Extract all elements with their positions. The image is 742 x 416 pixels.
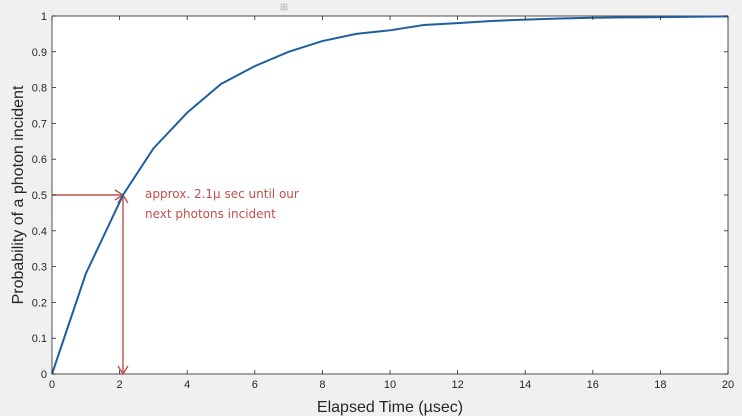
x-tick-label: 2 [117,379,123,391]
y-tick-label: 0.4 [32,226,47,238]
y-tick-label: 0.6 [32,154,47,166]
y-axis: 0 0.1 0.2 0.3 0.4 0.5 0.6 0.7 0.8 0.9 1 [32,11,728,381]
y-tick-label: 0.3 [32,262,47,274]
x-tick-label: 6 [252,379,258,391]
figure-toolbar-icon[interactable]: ⊞ [280,2,288,13]
annotation-text-line-2: next photons incident [145,207,276,221]
x-tick-label: 0 [49,379,55,391]
x-tick-label: 8 [319,379,325,391]
x-tick-label: 20 [722,379,734,391]
series-line [51,15,729,375]
y-tick-label: 0.2 [32,297,47,309]
x-tick-label: 12 [451,379,463,391]
x-tick-label: 18 [654,379,666,391]
y-tick-label: 0.1 [32,333,47,345]
y-tick-label: 1 [41,11,47,23]
x-tick-label: 4 [184,379,190,391]
y-tick-label: 0.7 [32,118,47,130]
x-tick-label: 16 [587,379,599,391]
annotation-text-line-1: approx. 2.1µ sec until our [145,187,299,201]
y-tick-label: 0.8 [32,83,47,95]
x-axis-label: Elapsed Time (µsec) [317,399,463,416]
y-tick-label: 0.5 [32,190,47,202]
x-tick-label: 10 [384,379,396,391]
y-tick-label: 0.9 [32,47,47,59]
plot-area [51,15,729,375]
x-axis: 0 2 4 6 8 10 12 14 16 18 20 [49,16,734,391]
y-tick-label: 0 [41,369,47,381]
annotation-arrowhead-down [117,365,129,376]
y-axis-label: Probability of a photon incident [10,85,27,304]
x-tick-label: 14 [519,379,531,391]
